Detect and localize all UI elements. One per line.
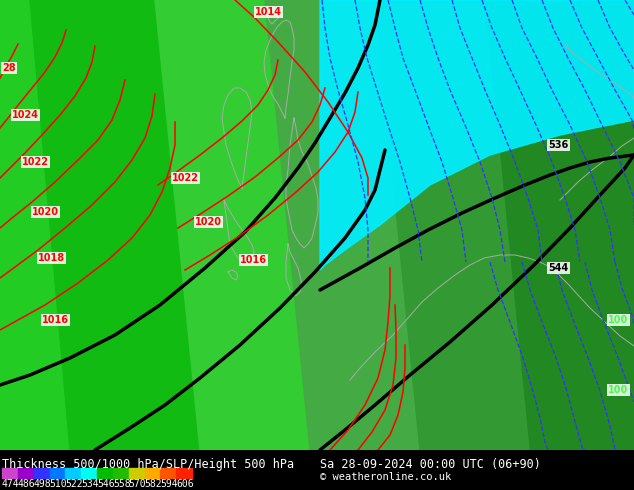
Bar — [81, 468, 97, 478]
Text: 536: 536 — [548, 140, 568, 150]
Text: 594: 594 — [160, 479, 178, 489]
Text: 1018: 1018 — [38, 253, 65, 263]
Polygon shape — [320, 0, 634, 270]
Text: 546: 546 — [97, 479, 115, 489]
Bar — [176, 468, 192, 478]
Text: 498: 498 — [34, 479, 51, 489]
Text: 582: 582 — [145, 479, 162, 489]
Text: Thickness 500/1000 hPa/SLP/Height 500 hPa: Thickness 500/1000 hPa/SLP/Height 500 hP… — [2, 458, 294, 471]
Text: 1016: 1016 — [240, 255, 267, 265]
Text: 100: 100 — [608, 315, 628, 325]
Text: 1024: 1024 — [12, 110, 39, 120]
Bar — [113, 468, 129, 478]
Bar — [34, 468, 49, 478]
Text: Sa 28-09-2024 00:00 UTC (06+90): Sa 28-09-2024 00:00 UTC (06+90) — [320, 458, 541, 471]
Text: 534: 534 — [81, 479, 99, 489]
Text: 544: 544 — [548, 263, 568, 273]
Text: 1022: 1022 — [22, 157, 49, 167]
Text: 474: 474 — [2, 479, 20, 489]
Bar — [2, 468, 18, 478]
Bar — [129, 468, 145, 478]
Bar — [65, 468, 81, 478]
Text: 1016: 1016 — [42, 315, 69, 325]
Polygon shape — [375, 0, 530, 450]
Text: 100: 100 — [608, 385, 628, 395]
Bar — [160, 468, 176, 478]
Polygon shape — [485, 0, 634, 450]
Polygon shape — [0, 0, 70, 450]
Text: 522: 522 — [65, 479, 83, 489]
Text: 1022: 1022 — [172, 173, 199, 183]
Text: 1020: 1020 — [32, 207, 59, 217]
Text: 606: 606 — [176, 479, 194, 489]
Bar — [97, 468, 113, 478]
Text: © weatheronline.co.uk: © weatheronline.co.uk — [320, 472, 451, 482]
Text: 558: 558 — [113, 479, 131, 489]
Bar — [49, 468, 65, 478]
Polygon shape — [265, 0, 420, 450]
Text: 510: 510 — [49, 479, 67, 489]
Text: 570: 570 — [129, 479, 146, 489]
Polygon shape — [155, 0, 310, 450]
Polygon shape — [0, 0, 634, 450]
Polygon shape — [30, 0, 200, 450]
Text: 1020: 1020 — [195, 217, 222, 227]
Text: 28: 28 — [2, 63, 16, 73]
Bar — [18, 468, 34, 478]
Text: 1014: 1014 — [255, 7, 282, 17]
Text: 486: 486 — [18, 479, 36, 489]
Bar — [145, 468, 160, 478]
